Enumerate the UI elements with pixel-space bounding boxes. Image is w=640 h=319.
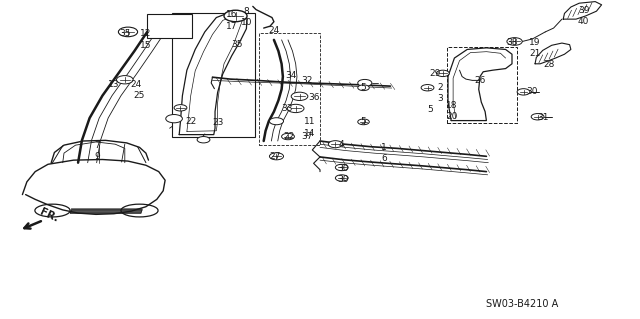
Circle shape [358, 119, 369, 125]
Text: 4: 4 [339, 140, 344, 149]
Text: 21: 21 [529, 49, 541, 58]
Circle shape [174, 105, 187, 111]
Text: 22: 22 [284, 132, 295, 141]
Text: 11: 11 [304, 117, 316, 126]
Circle shape [269, 118, 284, 125]
Circle shape [335, 175, 348, 181]
Circle shape [531, 114, 544, 120]
Text: 20: 20 [446, 112, 458, 121]
Text: 37: 37 [301, 132, 313, 141]
Circle shape [328, 141, 342, 148]
Polygon shape [70, 209, 142, 213]
Circle shape [358, 79, 372, 86]
Bar [447, 47, 517, 123]
Text: 28: 28 [543, 60, 555, 69]
Text: 30: 30 [337, 164, 349, 173]
Text: 13: 13 [108, 80, 120, 89]
Circle shape [197, 137, 210, 143]
Text: 31: 31 [537, 113, 548, 122]
Text: 29: 29 [429, 69, 441, 78]
Text: 7: 7 [95, 141, 100, 150]
Text: 26: 26 [474, 76, 486, 85]
Text: 38: 38 [506, 38, 518, 47]
Text: 24: 24 [268, 26, 280, 35]
Circle shape [116, 76, 133, 84]
Text: 18: 18 [446, 101, 458, 110]
Text: 22: 22 [185, 117, 196, 126]
Circle shape [507, 38, 522, 45]
Circle shape [269, 153, 284, 160]
Circle shape [335, 164, 348, 171]
Circle shape [118, 27, 138, 37]
Text: 25: 25 [134, 91, 145, 100]
Text: 24: 24 [130, 80, 141, 89]
Text: 14: 14 [304, 129, 316, 138]
Text: 36: 36 [308, 93, 319, 102]
Bar [259, 33, 320, 145]
Text: 2: 2 [438, 83, 443, 92]
Text: 15: 15 [140, 41, 152, 50]
Circle shape [517, 89, 530, 95]
Text: FR.: FR. [38, 207, 60, 224]
Text: 5: 5 [428, 105, 433, 114]
Text: 27: 27 [269, 152, 281, 161]
Circle shape [282, 133, 294, 140]
Text: 3: 3 [438, 94, 443, 103]
Circle shape [421, 85, 434, 91]
Text: 30: 30 [527, 87, 538, 96]
Text: 30: 30 [337, 175, 349, 184]
Text: 17: 17 [226, 22, 237, 31]
Bar [147, 14, 192, 38]
Text: 35: 35 [119, 29, 131, 38]
Text: 10: 10 [241, 19, 252, 27]
Text: 5: 5 [361, 117, 366, 126]
Circle shape [287, 104, 304, 113]
Text: 12: 12 [140, 29, 152, 38]
Text: 8: 8 [244, 7, 249, 16]
Text: 33: 33 [281, 104, 292, 113]
Text: 16: 16 [226, 10, 237, 19]
Text: 32: 32 [301, 76, 313, 85]
Text: 23: 23 [212, 118, 223, 127]
Circle shape [224, 10, 247, 22]
Circle shape [291, 92, 308, 100]
Text: 6: 6 [381, 154, 387, 163]
Text: 40: 40 [578, 17, 589, 26]
Circle shape [436, 70, 449, 77]
Text: 9: 9 [95, 152, 100, 161]
Text: 39: 39 [578, 6, 589, 15]
Circle shape [358, 85, 369, 91]
Text: 19: 19 [529, 38, 541, 47]
Text: 5: 5 [361, 83, 366, 92]
Text: 35: 35 [231, 40, 243, 48]
Text: SW03-B4210 A: SW03-B4210 A [486, 299, 559, 309]
Text: 34: 34 [285, 71, 297, 80]
Circle shape [166, 115, 182, 123]
Text: 1: 1 [381, 143, 387, 152]
Bar [172, 13, 255, 137]
